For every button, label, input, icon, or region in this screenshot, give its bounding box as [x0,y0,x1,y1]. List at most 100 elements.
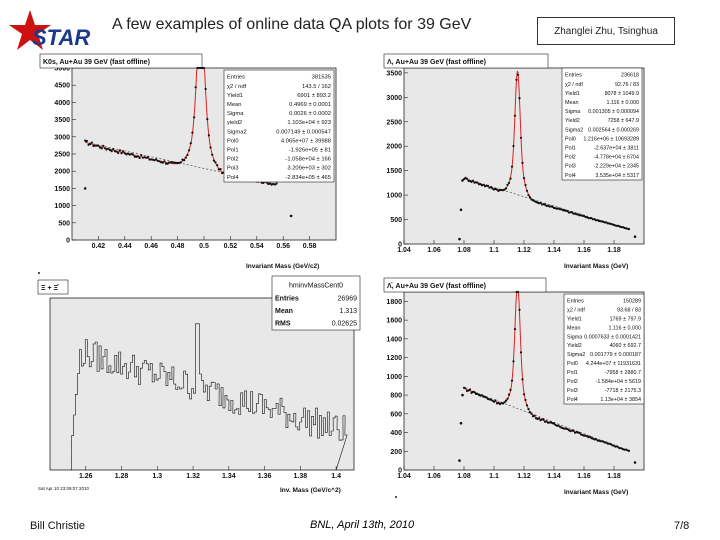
y-tick-label: 0 [66,238,70,245]
stats-key: Yield2 [567,343,582,349]
stats-value: -7958 ± 2880.7 [605,370,641,376]
stats-value: 0.0007633 ± 0.0001421 [584,334,641,340]
y-tick-label: 2000 [386,144,402,151]
data-point [83,187,87,190]
x-axis-label: Inv. Mass (GeV/c^2) [280,486,341,494]
data-point [197,66,201,70]
stats-key: Entries [567,298,584,304]
data-point [204,87,207,91]
stats-key: Mean [567,325,581,331]
data-point [181,158,184,161]
data-point [118,149,121,152]
x-tick-label: 0.52 [224,243,238,250]
x-tick-label: 1.12 [517,247,531,254]
stats-key: Pol4 [227,175,239,181]
stats-key: Pol4 [567,397,578,403]
x-tick-label: 1.16 [577,247,591,254]
data-point [164,162,168,165]
x-tick-label: 0.48 [171,243,185,250]
data-point [184,156,187,159]
data-point [627,228,631,231]
histogram-line [71,323,348,471]
stats-value: 0.02625 [332,321,357,328]
stats-title: hminvMassCent0 [289,282,343,289]
y-tick-label: 800 [390,393,402,400]
data-point [140,154,143,157]
x-tick-label: 0.44 [118,243,132,250]
data-point [85,139,88,143]
y-tick-label: 500 [390,217,402,224]
stats-key: Entries [227,75,245,81]
data-point [100,147,103,150]
stats-key: Sigma2 [567,352,585,358]
data-point [506,397,509,400]
data-point [103,147,107,150]
y-tick-label: 1000 [54,203,70,210]
data-point [115,150,118,153]
x-tick-label: 1.1 [489,247,499,254]
stats-value: 93.68 / 83 [617,307,641,313]
footer-page-number: 7/8 [674,520,690,532]
y-tick-label: 1400 [386,336,402,343]
data-point [268,182,272,185]
data-point [97,144,100,147]
data-point [485,396,488,399]
stats-key: Entries [565,73,582,79]
footer-venue: BNL, April 13th, 2010 [310,519,415,531]
xi-chart: 1.26 1.28 1.3 1.32 1.34 1.36 1.38 1.4 Inv. Mass … [37,275,361,494]
x-tick-label: 0.56 [276,243,290,250]
x-tick-label: 1.14 [547,247,561,254]
data-point [120,152,123,155]
data-point [189,142,192,145]
antilambda-panel: 0 200 400 600 800 1000 1200 1400 1600 1800 1.04 1.0… [368,274,652,500]
x-tick-label: 1.12 [517,473,531,480]
data-point [470,180,473,183]
stats-value: 1.103e+04 ± 923 [287,120,331,126]
data-point [158,160,161,163]
x-tick-label: 0.58 [303,243,317,250]
chart-title: Λ, Au+Au 39 GeV (fast offline) [387,59,486,66]
stats-value: 4.244e+07 ± 11931631 [586,361,641,367]
data-point [166,162,169,165]
stats-key: Yield1 [567,316,582,322]
data-point [543,203,547,206]
slide-title: A few examples of online data QA plots f… [112,16,472,33]
data-point [513,114,517,117]
data-point [122,150,125,153]
title-box [37,279,69,295]
title-box [39,53,203,69]
k0s-panel: 0 500 1000 1500 2000 2500 3000 3500 4000 4500 5000… [36,50,346,272]
data-point [216,164,219,167]
data-point [206,118,209,121]
data-point [507,181,511,184]
stats-value: 3.535e+04 ± 5317 [595,173,639,179]
data-point [145,156,148,159]
data-point [513,328,517,331]
data-point [588,435,592,438]
data-point [522,177,526,180]
stats-value: 1.216e+06 ± 10693289 [583,136,639,142]
data-point [90,141,93,144]
data-point [92,144,95,148]
data-point [171,161,174,164]
stats-value: 8078 ± 1049.9 [605,91,639,97]
y-tick-label: 3000 [54,134,70,141]
x-tick-label: 1.14 [547,473,561,480]
data-point [471,179,475,182]
stats-box [561,67,643,181]
chart-title: Ξ + Ξ̄ [41,284,60,292]
data-point [542,418,545,421]
data-point [510,165,514,168]
stats-key: Pol3 [227,166,239,172]
stats-value: 3.209e+03 ± 302 [287,166,331,172]
data-point [527,194,530,197]
y-tick-label: 5000 [54,66,70,73]
stats-box [563,293,645,405]
stats-key: Pol4 [565,173,576,179]
stats-key: Yield2 [565,118,580,124]
data-point [217,168,220,171]
x-tick-label: 1.08 [457,473,471,480]
data-point [89,143,92,146]
artifact-dot [38,272,40,274]
star-logo: STAR [8,8,108,54]
